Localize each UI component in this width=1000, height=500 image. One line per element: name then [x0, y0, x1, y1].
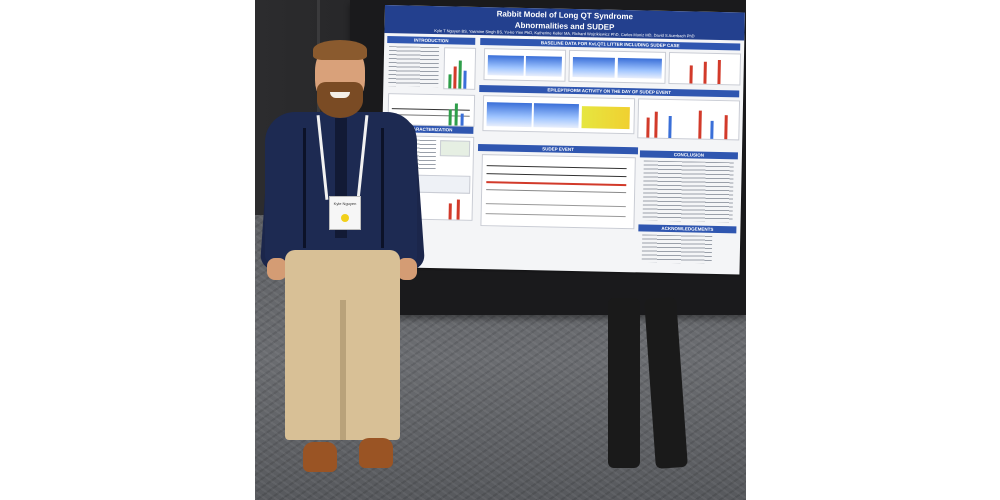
- badge-name: Kyle Nguyen: [333, 201, 357, 206]
- leg-gap: [340, 300, 346, 440]
- sudep-event-traces: [480, 154, 636, 230]
- hair: [313, 40, 367, 60]
- suspender-right: [381, 128, 384, 248]
- suspender-left: [303, 128, 306, 248]
- conclusion-text: [642, 160, 734, 223]
- other-attendee-legs: [608, 297, 698, 474]
- epileptiform-heatmaps: [482, 95, 636, 135]
- left-shoe: [303, 442, 337, 472]
- right-hand: [397, 258, 417, 280]
- baseline-panel-1: [483, 48, 567, 82]
- baseline-bars: [668, 51, 742, 86]
- name-badge: Kyle Nguyen: [329, 196, 361, 230]
- acknowledgements-text: [641, 234, 713, 264]
- smile: [330, 92, 350, 98]
- beard: [317, 82, 363, 118]
- intro-bar-chart: [443, 47, 477, 90]
- left-hand: [267, 258, 287, 280]
- section-conclusion: CONCLUSION: [639, 150, 738, 160]
- intro-text: [388, 46, 440, 88]
- epileptiform-bars: [637, 98, 741, 141]
- section-sudep-event: SUDEP EVENT: [477, 143, 639, 155]
- right-shoe: [359, 438, 393, 468]
- conference-photo: Rabbit Model of Long QT Syndrome Abnorma…: [255, 0, 746, 500]
- section-acknowledgements: ACKNOWLEDGEMENTS: [638, 224, 737, 234]
- baseline-panel-2: [568, 49, 667, 84]
- badge-sticker: [341, 214, 349, 222]
- research-poster: Rabbit Model of Long QT Syndrome Abnorma…: [379, 5, 745, 275]
- section-introduction: INTRODUCTION: [387, 36, 476, 45]
